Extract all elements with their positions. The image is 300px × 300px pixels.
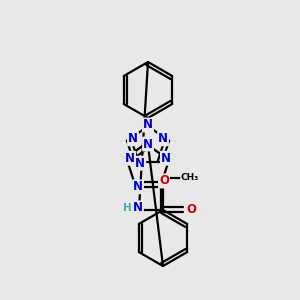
Text: N: N	[143, 118, 153, 131]
Text: O: O	[159, 175, 169, 188]
Text: O: O	[186, 203, 196, 216]
Text: N: N	[158, 132, 168, 145]
Text: N: N	[135, 157, 145, 170]
Text: H: H	[123, 203, 131, 213]
Text: N: N	[161, 152, 171, 165]
Text: N: N	[133, 180, 143, 193]
Text: N: N	[143, 137, 153, 151]
Text: N: N	[133, 201, 143, 214]
Text: CH₃: CH₃	[181, 173, 199, 182]
Text: N: N	[125, 152, 135, 165]
Text: N: N	[128, 132, 138, 145]
